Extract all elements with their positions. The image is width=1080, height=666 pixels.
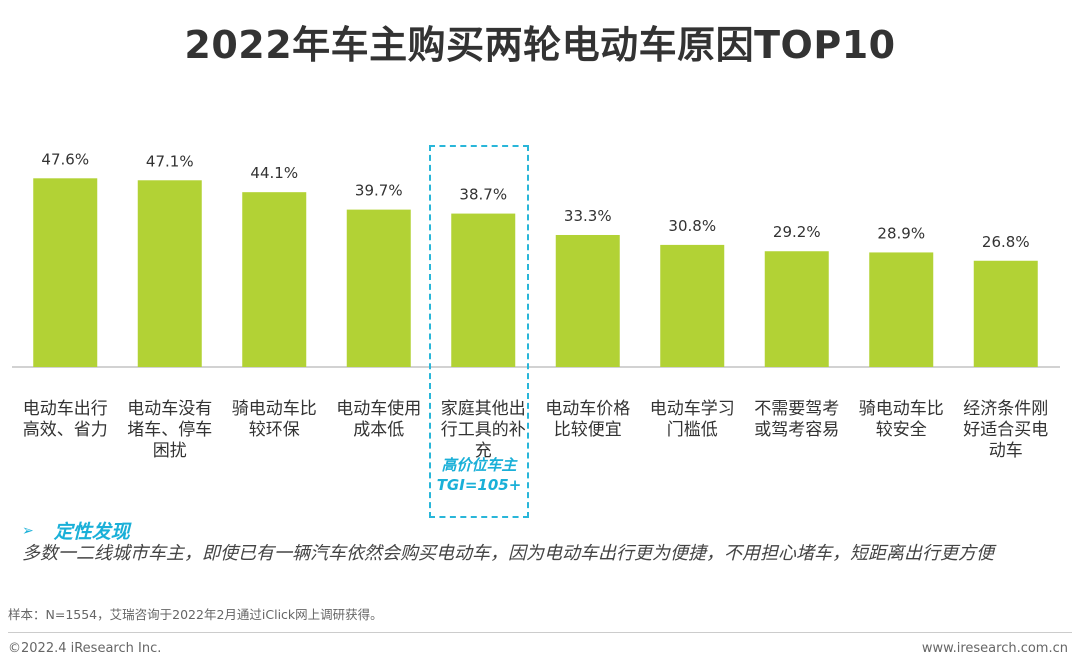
value-label-5: 38.7%	[459, 186, 507, 204]
category-label-1: 电动车出行高效、省力	[23, 399, 108, 440]
footer-divider	[8, 632, 1072, 633]
highlight-note-line-1: 高价位车主	[441, 456, 517, 474]
bar-3	[242, 192, 307, 367]
category-label-5: 家庭其他出行工具的补充	[441, 399, 526, 461]
category-label-2: 电动车没有堵车、停车困扰	[127, 399, 212, 461]
value-label-9: 28.9%	[877, 224, 925, 242]
bar-8	[764, 251, 829, 367]
category-label-7: 电动车学习门槛低	[650, 399, 735, 440]
page-title: 2022年车主购买两轮电动车原因TOP10	[184, 23, 896, 67]
bar-2	[137, 180, 202, 367]
arrow-icon: ➢	[22, 522, 34, 539]
category-label-9: 骑电动车比较安全	[859, 399, 944, 440]
category-label-6: 电动车价格比较便宜	[545, 399, 630, 440]
value-label-7: 30.8%	[668, 217, 716, 235]
value-label-1: 47.6%	[41, 150, 89, 168]
sample-note: 样本：N=1554，艾瑞咨询于2022年2月通过iClick网上调研获得。	[8, 607, 383, 622]
insight-body: 多数一二线城市车主，即使已有一辆汽车依然会购买电动车，因为电动车出行更为便捷，不…	[22, 543, 994, 564]
value-label-3: 44.1%	[250, 164, 298, 182]
website-link[interactable]: www.iresearch.com.cn	[921, 641, 1068, 656]
bar-5	[451, 213, 516, 367]
bar-7	[660, 244, 725, 367]
bar-9	[869, 252, 934, 367]
value-label-4: 39.7%	[355, 182, 403, 200]
value-label-6: 33.3%	[564, 207, 612, 225]
category-label-8: 不需要驾考或驾考容易	[754, 399, 839, 440]
highlight-note: 高价位车主 TGI=105+	[429, 455, 529, 495]
insight-heading-text: 定性发现	[53, 521, 130, 543]
category-label-4: 电动车使用成本低	[336, 398, 421, 440]
value-label-10: 26.8%	[982, 233, 1030, 251]
category-label-10: 经济条件刚好适合买电动车	[963, 399, 1048, 461]
bar-4	[346, 209, 411, 367]
category-label-3: 骑电动车比较环保	[232, 399, 317, 440]
bar-10	[973, 260, 1038, 367]
highlight-box	[429, 145, 529, 518]
highlight-note-line-2: TGI=105+	[436, 476, 522, 494]
bar-1	[33, 178, 98, 367]
bar-6	[555, 234, 620, 367]
insight-heading: ➢ 定性发现	[22, 517, 130, 544]
value-label-8: 29.2%	[773, 223, 821, 241]
copyright: ©2022.4 iResearch Inc.	[8, 641, 162, 656]
value-label-2: 47.1%	[146, 152, 194, 170]
